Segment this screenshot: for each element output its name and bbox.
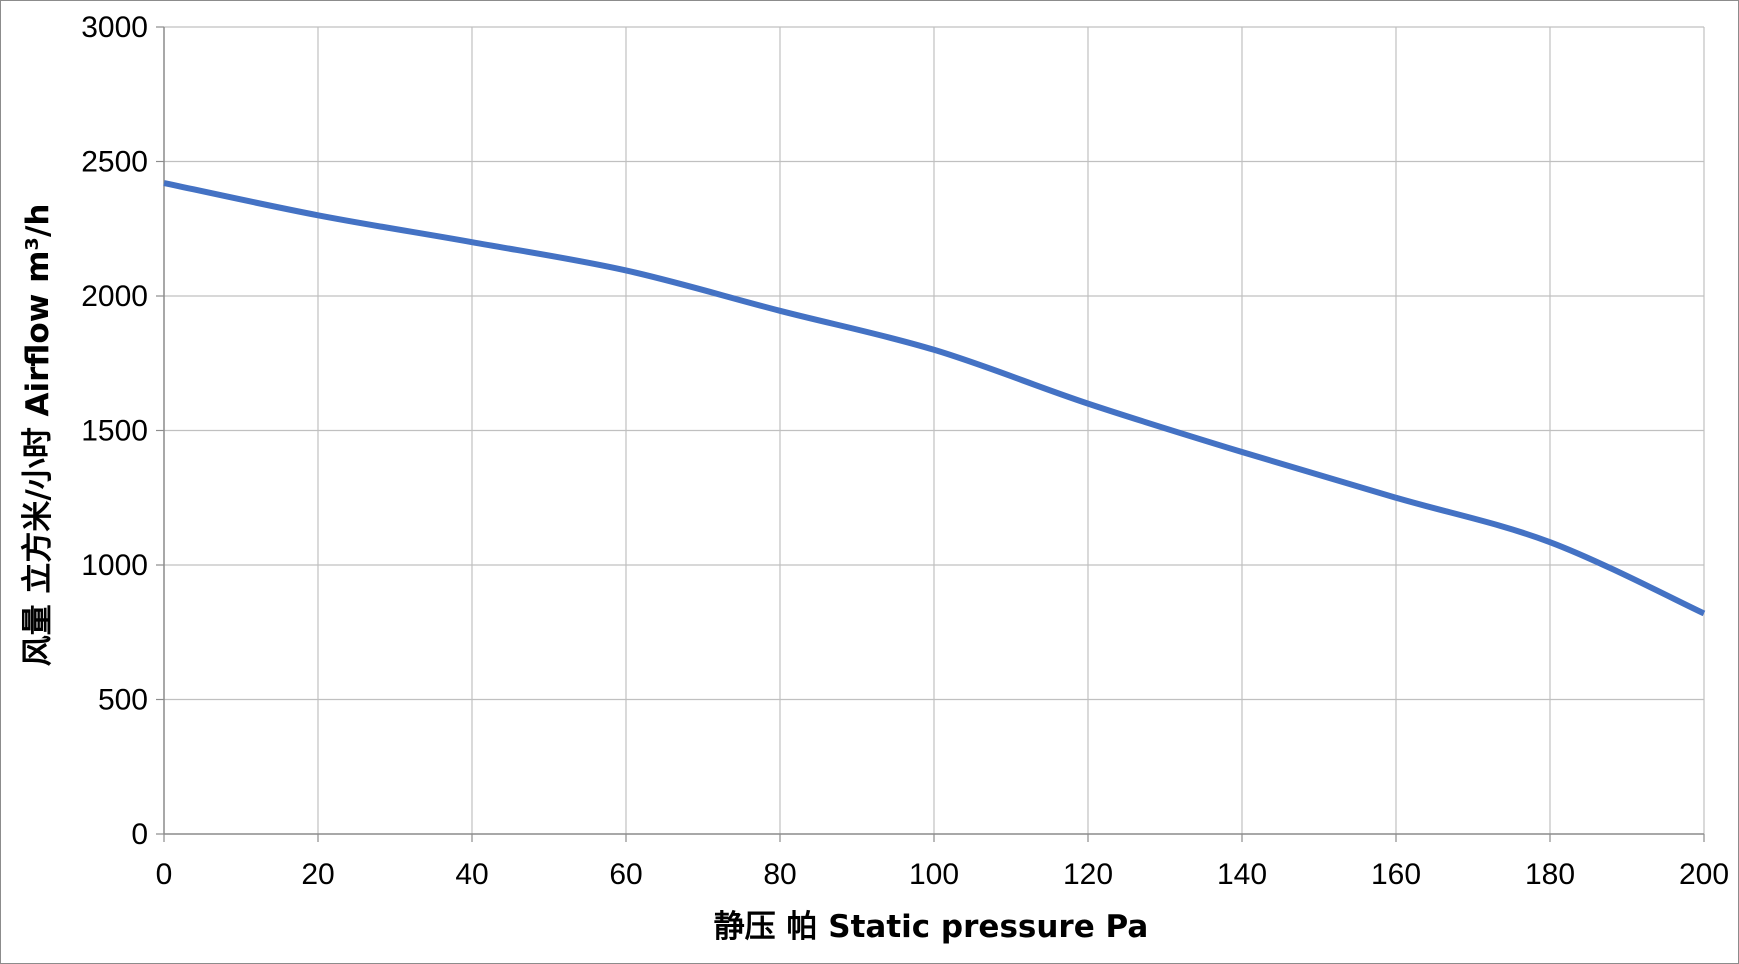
y-tick-label: 2500 (81, 146, 148, 179)
x-tick-label: 140 (1217, 858, 1267, 891)
y-tick-label: 3000 (81, 11, 148, 44)
y-tick-label: 1000 (81, 549, 148, 582)
series-layer (163, 180, 1706, 617)
x-tick-label: 180 (1525, 858, 1575, 891)
axes (156, 26, 1705, 842)
y-axis-title: 风量 立方米/小时 Airflow m³/h (20, 204, 56, 667)
x-tick-label: 40 (455, 858, 488, 891)
x-tick-label: 0 (156, 858, 173, 891)
x-tick-label: 160 (1371, 858, 1421, 891)
x-tick-label: 60 (609, 858, 642, 891)
x-tick-labels: 0 20 40 60 80 100 120 140 160 180 200 (156, 858, 1729, 891)
y-tick-label: 1500 (81, 415, 148, 448)
x-tick-label: 80 (763, 858, 796, 891)
y-tick-label: 0 (131, 818, 148, 851)
x-tick-label: 100 (909, 858, 959, 891)
y-tick-labels: 0 500 1000 1500 2000 2500 3000 (81, 11, 148, 851)
x-axis-title: 静压 帕 Static pressure Pa (714, 909, 1149, 945)
x-tick-label: 20 (301, 858, 334, 891)
x-tick-label: 200 (1679, 858, 1729, 891)
y-tick-label: 500 (98, 684, 148, 717)
x-tick-label: 120 (1063, 858, 1113, 891)
grid-lines (164, 26, 1705, 834)
series-line-airflow (163, 180, 1706, 617)
y-tick-label: 2000 (81, 280, 148, 313)
